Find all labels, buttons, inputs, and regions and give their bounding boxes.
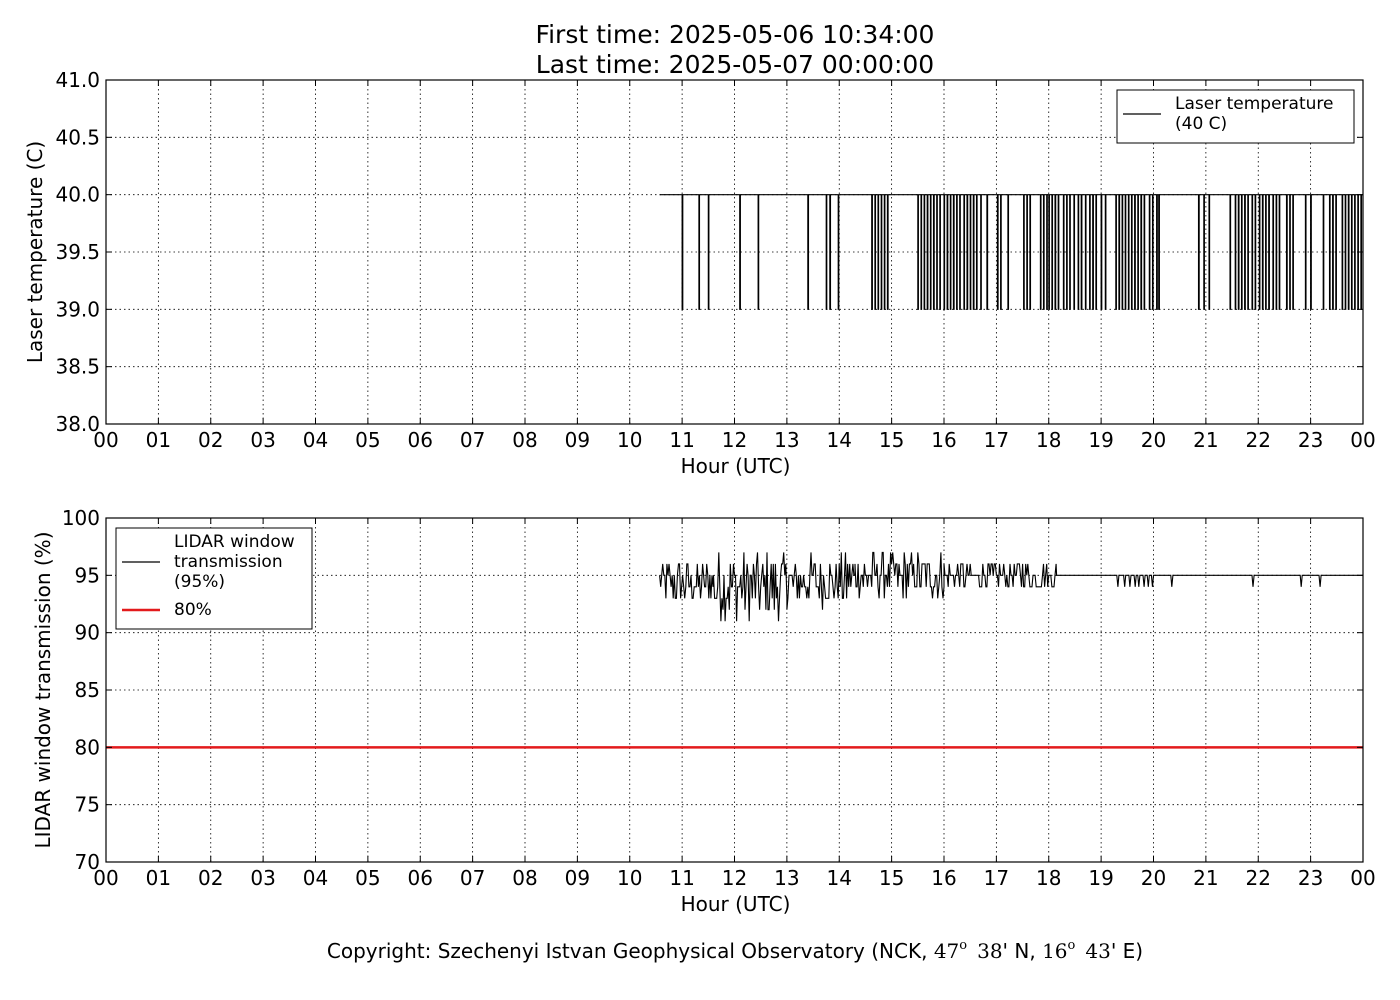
x-tick-label: 08 [512,428,537,452]
lidar-window-transmission-chart: 00 01 02 03 04 05 06 07 08 09 10 11 12 13 14 15 16 17 18 19… [31,506,1376,916]
legend-entry-line: (95%) [174,572,225,592]
x-tick-label: 20 [1141,866,1166,890]
y-tick-label: 39.0 [55,297,100,321]
x-tick-label: 21 [1193,866,1218,890]
x-tick-label: 21 [1193,428,1218,452]
x-tick-label: 03 [250,866,275,890]
x-tick-label: 14 [827,866,852,890]
y-tick-label: 85 [75,678,100,702]
x-tick-label: 15 [879,866,904,890]
longitude-degrees: 16 [1042,939,1067,963]
lidar-transmission-series-line [659,551,1363,622]
x-tick-label: 08 [512,866,537,890]
x-tick-label: 12 [722,428,747,452]
latitude-suffix: ' N, [1003,939,1043,963]
y-tick-label: 38.0 [55,412,100,436]
legend-entry-line: 80% [174,600,212,620]
x-tick-label: 16 [931,866,956,890]
latitude-minutes: 38 [977,939,1002,963]
x-tick-label: 23 [1298,866,1323,890]
x-tick-label: 02 [198,866,223,890]
legend-entry-line: Laser temperature [1175,94,1333,114]
y-axis-label: Laser temperature (C) [23,141,47,363]
longitude-suffix: ' E) [1111,939,1143,963]
x-tick-label: 02 [198,428,223,452]
y-tick-label: 95 [75,563,100,587]
laser-temperature-chart: 00 01 02 03 04 05 06 07 08 09 10 11 12 13 14 15 16 17 18 19… [23,68,1376,478]
x-tick-label: 04 [303,866,328,890]
legend-entry: LIDAR window transmission (95%) [174,532,295,592]
x-tick-label: 09 [565,428,590,452]
x-tick-label: 11 [669,428,694,452]
x-tick-label: 07 [460,866,485,890]
x-tick-label: 10 [617,866,642,890]
x-tick-label: 10 [617,428,642,452]
x-tick-label: 18 [1036,866,1061,890]
x-tick-label: 00 [93,866,118,890]
y-tick-label: 40.5 [55,125,100,149]
x-tick-label: 22 [1246,866,1271,890]
longitude-degree-mark: o [1068,938,1076,953]
x-tick-label: 23 [1298,428,1323,452]
x-tick-label: 05 [355,428,380,452]
longitude-minutes: 43 [1085,939,1110,963]
x-tick-label: 22 [1246,428,1271,452]
x-tick-label: 00 [1350,428,1375,452]
x-tick-label: 06 [408,428,433,452]
copyright-prefix: Copyright: Szechenyi Istvan Geophysical … [327,939,934,963]
x-tick-label: 13 [774,428,799,452]
copyright-text: Copyright: Szechenyi Istvan Geophysical … [327,938,1143,963]
legend-entry: 80% [174,600,212,620]
x-tick-label: 16 [931,428,956,452]
laser-temperature-series-line [659,194,1363,310]
legend: LIDAR window transmission (95%) 80% [115,527,313,630]
y-tick-label: 100 [62,506,100,530]
x-tick-label: 17 [984,428,1009,452]
y-tick-label: 41.0 [55,68,100,92]
x-tick-label: 13 [774,866,799,890]
latitude-degree-mark: o [959,938,967,953]
x-tick-label: 04 [303,428,328,452]
x-tick-label: 05 [355,866,380,890]
x-tick-label: 14 [827,428,852,452]
title-first-time: First time: 2025-05-06 10:34:00 [536,20,935,49]
y-tick-label: 39.5 [55,240,100,264]
y-tick-label: 38.5 [55,355,100,379]
x-tick-label: 12 [722,866,747,890]
legend-entry: Laser temperature (40 C) [1175,94,1333,134]
x-axis-label: Hour (UTC) [681,454,791,478]
latitude-degrees: 47 [934,939,959,963]
x-tick-label: 19 [1088,428,1113,452]
y-tick-label: 75 [75,793,100,817]
grid-lines [106,518,1363,862]
x-tick-label: 03 [250,428,275,452]
x-tick-label: 20 [1141,428,1166,452]
x-tick-label: 00 [1350,866,1375,890]
legend-box [1116,89,1355,144]
y-tick-label: 40.0 [55,183,100,207]
y-tick-label: 80 [75,735,100,759]
x-tick-label: 01 [146,866,171,890]
y-tick-label: 90 [75,621,100,645]
x-tick-label: 17 [984,866,1009,890]
x-tick-label: 19 [1088,866,1113,890]
title-last-time: Last time: 2025-05-07 00:00:00 [536,50,934,79]
x-tick-label: 06 [408,866,433,890]
x-tick-label: 18 [1036,428,1061,452]
x-axis-label: Hour (UTC) [681,892,791,916]
x-tick-label: 15 [879,428,904,452]
x-tick-label: 11 [669,866,694,890]
x-tick-label: 07 [460,428,485,452]
legend-entry-line: LIDAR window [174,532,295,552]
y-axis-label: LIDAR window transmission (%) [31,532,55,849]
x-tick-label: 01 [146,428,171,452]
y-tick-label: 70 [75,850,100,874]
x-tick-label: 00 [93,428,118,452]
legend: Laser temperature (40 C) [1116,89,1355,144]
x-tick-label: 09 [565,866,590,890]
legend-entry-line: transmission [174,552,283,572]
legend-entry-line: (40 C) [1175,114,1227,134]
legend-box [115,527,313,630]
